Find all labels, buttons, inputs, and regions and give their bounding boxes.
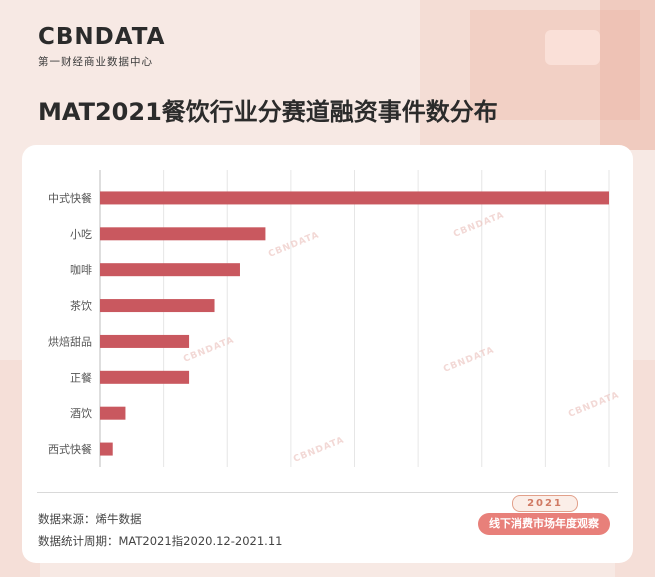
bar [100, 191, 609, 205]
category-label: 中式快餐 [48, 191, 92, 205]
category-label: 酒饮 [70, 407, 92, 420]
bar [100, 334, 190, 348]
category-label: 小吃 [70, 228, 92, 241]
bar [100, 442, 113, 456]
data-source: 数据来源：烯牛数据 [38, 512, 142, 526]
bar [100, 406, 126, 420]
logo-subtitle: 第一财经商业数据中心 [38, 56, 153, 68]
category-label: 正餐 [70, 370, 92, 384]
page-title: MAT2021餐饮行业分赛道融资事件数分布 [38, 98, 498, 126]
data-period: 数据统计周期：MAT2021指2020.12-2021.11 [38, 534, 283, 548]
badge-text: 线下消费市场年度观察 [478, 513, 610, 535]
category-label: 西式快餐 [48, 442, 92, 456]
bar [100, 227, 266, 241]
badge-year: 2021 [512, 495, 578, 512]
bar [100, 370, 190, 384]
footer-notes: 数据来源：烯牛数据 数据统计周期：MAT2021指2020.12-2021.11 [38, 508, 282, 552]
brand-logo: CBNDATA 第一财经商业数据中心 [38, 26, 165, 69]
category-label: 茶饮 [70, 300, 92, 313]
bar [100, 263, 240, 277]
report-badge: 2021 线下消费市场年度观察 [474, 495, 614, 543]
footer-divider [37, 492, 618, 493]
bar [100, 299, 215, 313]
category-label: 烘焙甜品 [48, 334, 92, 348]
chart-card: 中式快餐 小吃 咖啡 茶饮 烘焙甜品 正餐 酒饮 西式快餐 CBNDATA CBNDATA C… [22, 145, 633, 563]
category-label: 咖啡 [70, 263, 92, 277]
logo-text: CBNDATA [38, 24, 166, 50]
